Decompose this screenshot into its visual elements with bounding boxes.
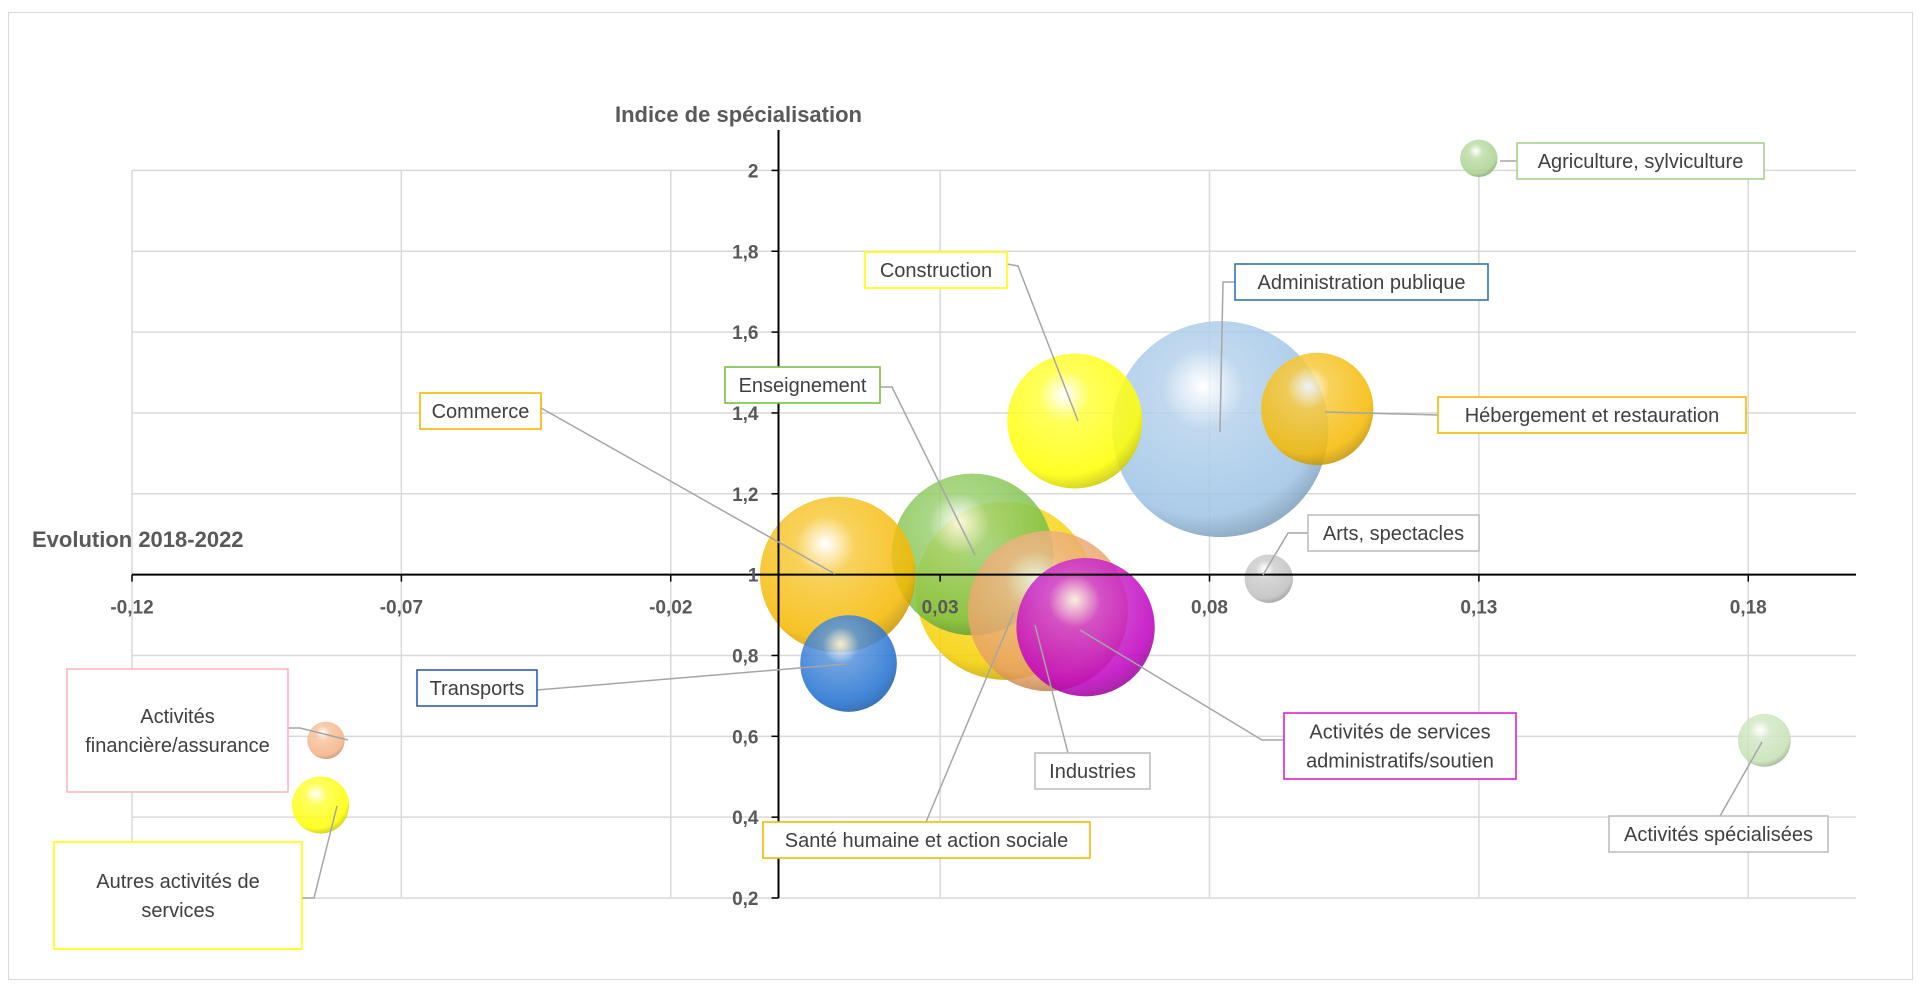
data-label-h-bergement-et-restauration: Hébergement et restauration	[1465, 405, 1720, 427]
bubble-activit-s-sp-cialis-es	[1737, 713, 1791, 767]
data-label-autres-activit-s-de-services: services	[141, 900, 214, 922]
y-tick-label: 0,2	[732, 889, 758, 910]
label-box-activit-s-sp-cialis-es	[1608, 815, 1829, 853]
x-tick-label: 0,08	[1191, 598, 1228, 619]
bubble-transports	[800, 615, 897, 712]
y-tick-label: 1,6	[732, 323, 758, 344]
axes: -0,12 -0,07 -0,02 0,03 0,08 0,13 0,18 0,2 0,4 0,6…	[110, 130, 1856, 910]
label-box-transports	[416, 669, 538, 707]
x-axis-title: Evolution 2018-2022	[32, 527, 244, 552]
label-box-autres-activit-s-de-services	[53, 841, 303, 950]
bubble-arts-spectacles	[1244, 554, 1293, 603]
leader-line-h-bergement-et-restauration	[1324, 411, 1439, 416]
data-label-administration-publique: Administration publique	[1258, 272, 1466, 294]
leader-line-industries	[1034, 624, 1069, 754]
data-labels: Commerce Hébergement et restauration Const…	[53, 142, 1829, 950]
label-box-administration-publique	[1234, 263, 1489, 301]
y-tick-label: 0,8	[732, 646, 758, 667]
label-box-activit-s-financi-re-assurance	[66, 668, 289, 793]
bubble-activit-s-de-services-administratifs-soutien	[1016, 558, 1155, 697]
data-label-industries: Industries	[1049, 761, 1136, 783]
data-label-construction: Construction	[880, 260, 992, 282]
y-tick-label: 2	[748, 161, 759, 182]
bubbles	[291, 139, 1791, 834]
data-label-activit-s-financi-re-assurance: Activités	[140, 706, 214, 728]
data-label-arts-spectacles: Arts, spectacles	[1323, 523, 1464, 545]
data-label-commerce: Commerce	[432, 401, 530, 423]
x-tick-label: 0,03	[922, 598, 959, 619]
data-label-transports: Transports	[430, 678, 525, 700]
leader-line-autres-activit-s-de-services	[302, 805, 338, 899]
leader-line-arts-spectacles	[1262, 532, 1308, 576]
data-label-activit-s-sp-cialis-es: Activités spécialisées	[1624, 824, 1813, 846]
label-box-industries	[1034, 752, 1151, 790]
label-box-enseignement	[724, 366, 881, 404]
x-tick-label: 0,18	[1730, 598, 1767, 619]
data-label-activit-s-financi-re-assurance: financière/assurance	[85, 735, 270, 757]
data-label-sant-humaine-et-action-sociale: Santé humaine et action sociale	[785, 830, 1069, 852]
data-label-activit-s-de-services-administratifs-soutien: administratifs/soutien	[1306, 751, 1494, 773]
bubble-construction	[1007, 353, 1143, 489]
data-label-enseignement: Enseignement	[739, 375, 867, 397]
bubble-agriculture-sylviculture	[1460, 139, 1498, 178]
data-label-autres-activit-s-de-services: Autres activités de	[96, 871, 259, 893]
bubble-activit-s-financi-re-assurance	[307, 721, 345, 760]
leader-line-activit-s-de-services-administratifs-soutien	[1079, 629, 1284, 741]
y-tick-label: 1,8	[732, 242, 758, 263]
label-box-commerce	[419, 392, 542, 430]
x-tick-label: 0,13	[1460, 598, 1497, 619]
leader-line-sant-humaine-et-action-sociale	[925, 611, 1015, 823]
leader-line-transports	[536, 663, 848, 691]
y-tick-label: 1,2	[732, 485, 758, 506]
label-box-sant-humaine-et-action-sociale	[762, 821, 1091, 859]
bubble-h-bergement-et-restauration	[1261, 352, 1374, 466]
leader-line-construction	[1006, 263, 1079, 422]
x-tick-label: -0,07	[380, 598, 423, 619]
leader-lines	[288, 160, 1763, 899]
data-label-activit-s-de-services-administratifs-soutien: Activités de services	[1309, 722, 1490, 744]
y-axis-title: Indice de spécialisation	[615, 102, 862, 127]
leader-line-enseignement	[880, 386, 976, 556]
label-box-h-bergement-et-restauration	[1437, 396, 1747, 434]
label-box-activit-s-de-services-administratifs-soutien	[1283, 712, 1517, 780]
bubble-autres-activit-s-de-services	[291, 776, 350, 834]
leader-line-commerce	[540, 407, 836, 575]
x-tick-label: -0,02	[649, 598, 692, 619]
leader-line-administration-publique	[1219, 281, 1235, 433]
label-box-agriculture-sylviculture	[1516, 142, 1765, 180]
x-tick-label: -0,12	[110, 598, 153, 619]
label-box-arts-spectacles	[1307, 514, 1480, 552]
leader-line-activit-s-financi-re-assurance	[288, 727, 349, 741]
y-tick-label: 1,4	[732, 404, 759, 425]
y-tick-label: 1	[748, 566, 759, 587]
y-tick-label: 0,4	[732, 808, 759, 829]
data-label-agriculture-sylviculture: Agriculture, sylviculture	[1538, 151, 1744, 173]
leader-line-activit-s-sp-cialis-es	[1719, 741, 1763, 817]
label-box-construction	[864, 251, 1008, 289]
y-tick-label: 0,6	[732, 727, 758, 748]
